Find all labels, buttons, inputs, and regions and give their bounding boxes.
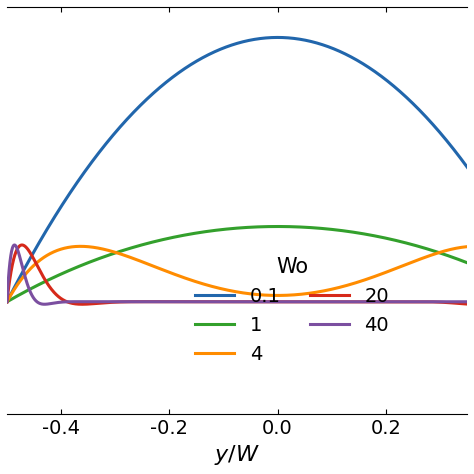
Legend: 0.1, 1, 4, 20, 40: 0.1, 1, 4, 20, 40 [188, 250, 397, 372]
X-axis label: $y/W$: $y/W$ [214, 443, 260, 467]
